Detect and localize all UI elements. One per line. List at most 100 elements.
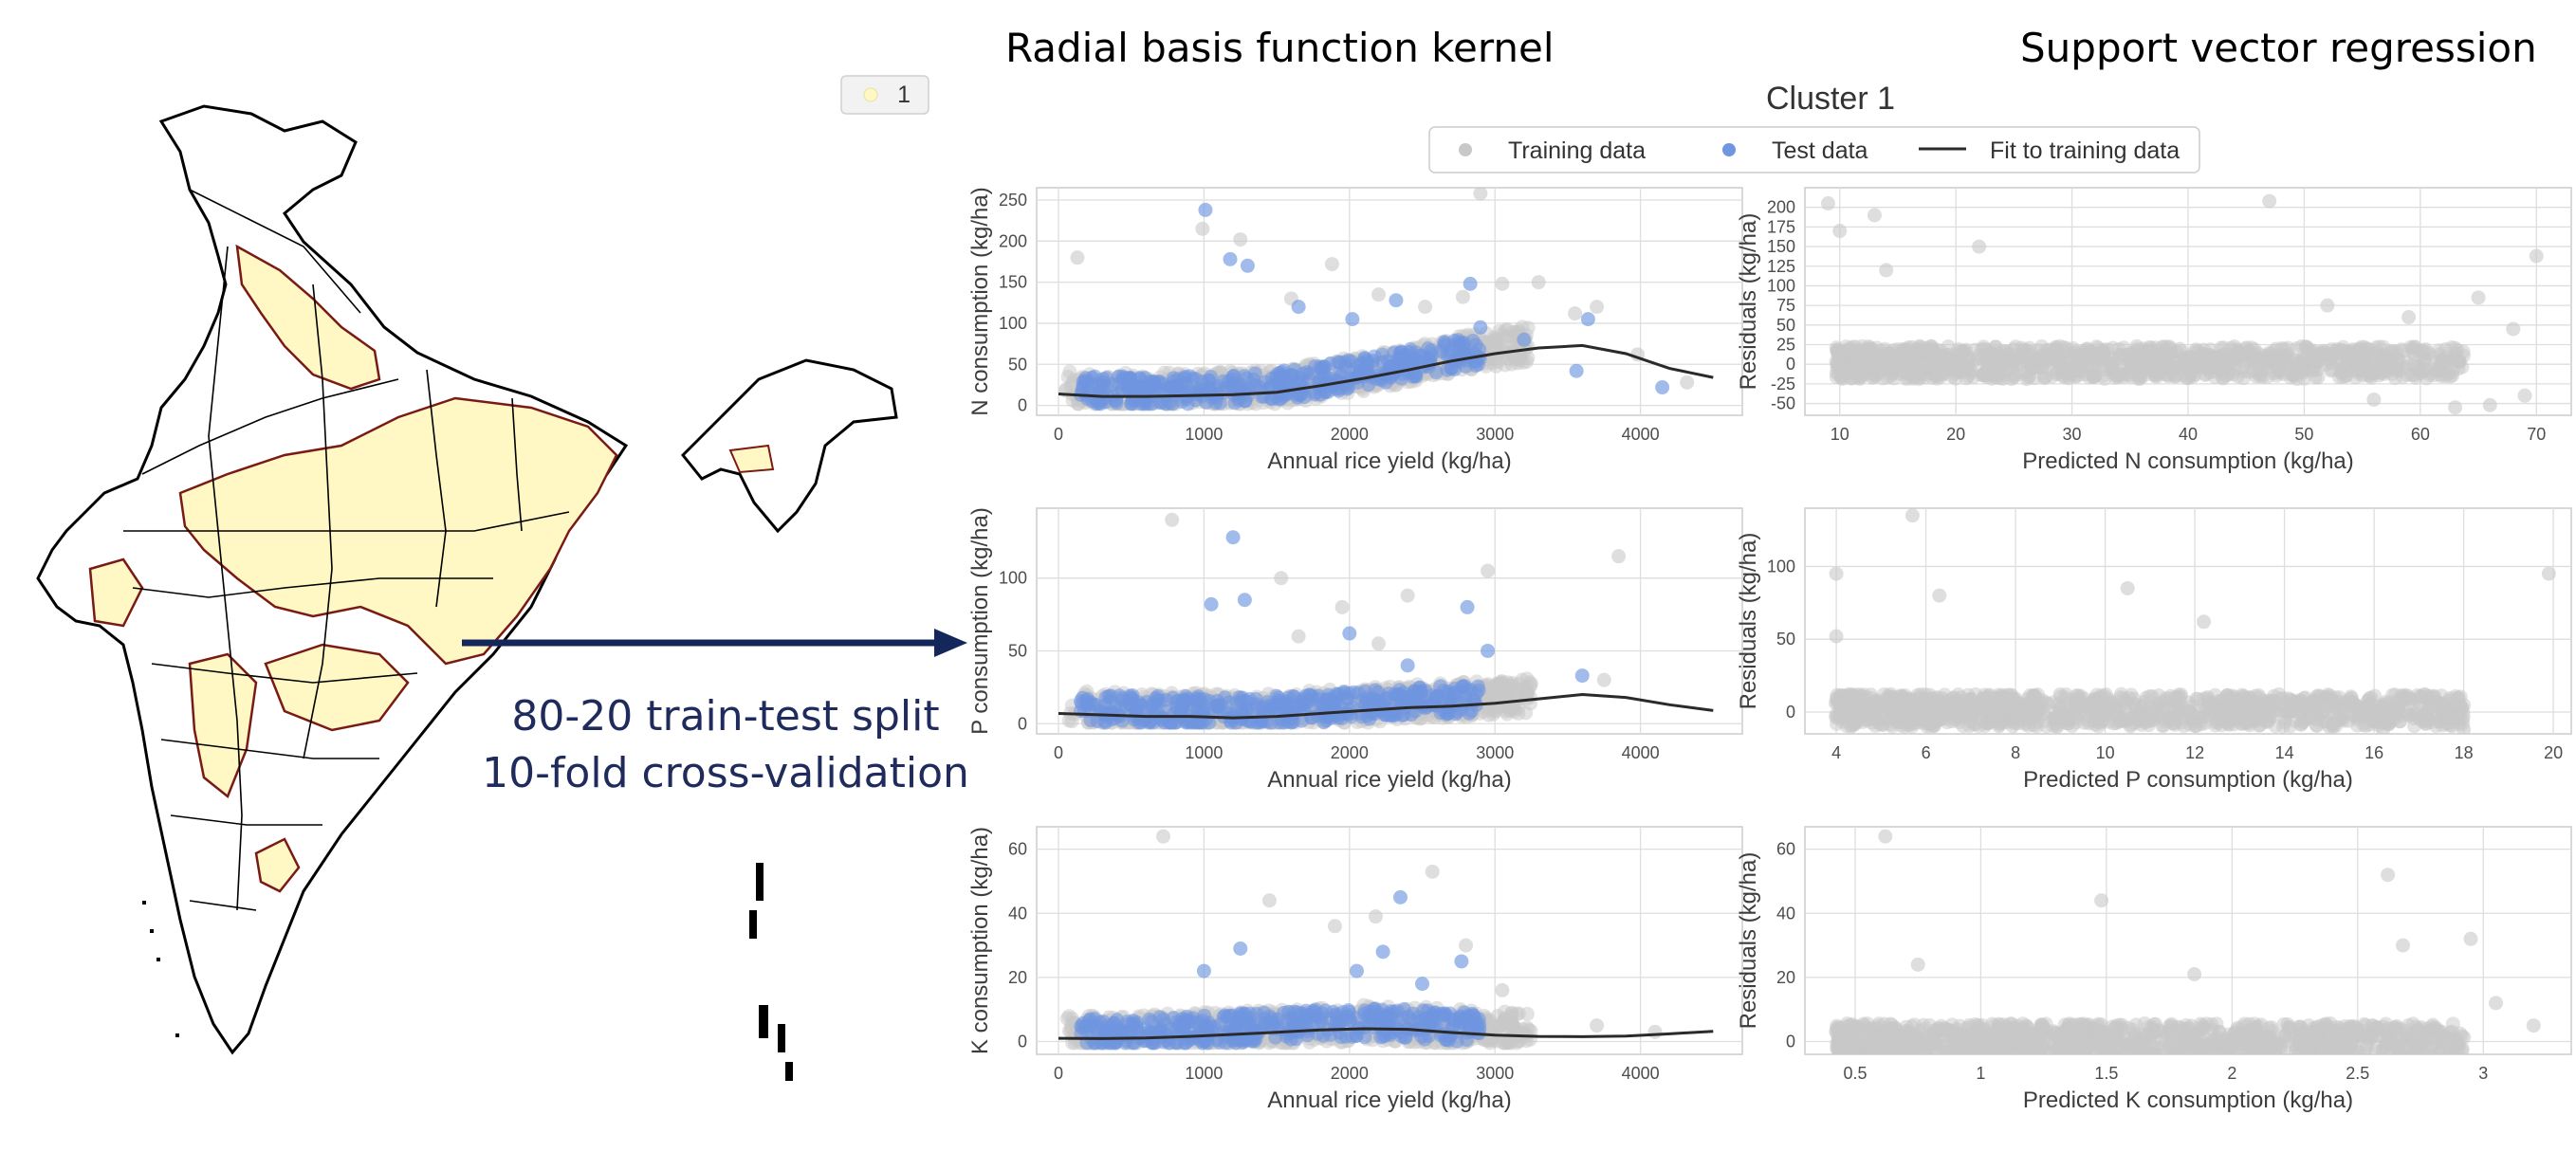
x-tick-label: 60 <box>2411 425 2430 444</box>
training-point <box>2423 715 2438 730</box>
map-highlight-west <box>88 558 144 628</box>
map-legend: 1 <box>840 75 929 115</box>
training-point <box>1611 549 1627 564</box>
marks <box>1820 193 2544 415</box>
x-tick-label: 10 <box>1831 425 1849 444</box>
training-point <box>2201 359 2217 375</box>
training-point <box>1499 322 1514 338</box>
test-point <box>1249 697 1264 712</box>
x-tick-label: 40 <box>2179 425 2198 444</box>
training-point <box>2109 365 2125 380</box>
test-point <box>1231 381 1246 396</box>
test-point <box>1223 251 1238 266</box>
training-point <box>2338 347 2353 362</box>
training-point <box>1324 257 1339 272</box>
legend-training-marker <box>1459 143 1472 156</box>
training-point <box>1879 263 1894 278</box>
x-tick-label: 0 <box>1054 743 1063 762</box>
training-point <box>2237 348 2253 363</box>
y-tick-label: 150 <box>999 273 1027 292</box>
training-point <box>2252 690 2267 705</box>
training-point <box>1986 696 2001 711</box>
training-point <box>2162 339 2177 355</box>
x-tick-label: 3000 <box>1476 1064 1514 1083</box>
test-point <box>1231 393 1246 408</box>
training-point <box>2455 700 2470 715</box>
test-point <box>1106 376 1121 392</box>
training-point <box>1829 691 1844 706</box>
training-point <box>1844 719 1859 734</box>
training-point <box>2108 354 2124 369</box>
y-axis-label: P consumption (kg/ha) <box>967 507 993 735</box>
island <box>759 1005 768 1038</box>
x-axis-label: Predicted P consumption (kg/ha) <box>2023 767 2353 793</box>
test-point <box>1285 714 1300 729</box>
legend-frame <box>1428 126 2200 174</box>
island <box>785 1062 793 1081</box>
training-point <box>2009 711 2024 726</box>
training-point <box>1953 701 1968 716</box>
panel-n_res: 10 20 30 40 50 60 70-50-2502550751001251501752… <box>1736 187 2572 474</box>
x-tick-label: 12 <box>2185 743 2204 762</box>
test-point <box>1315 697 1330 712</box>
test-point <box>1116 370 1132 385</box>
training-point <box>2297 362 2312 377</box>
test-point <box>1406 692 1421 707</box>
test-point <box>1460 599 1475 614</box>
training-point <box>1976 368 1991 383</box>
test-point <box>1433 697 1448 712</box>
training-point <box>2281 340 2296 356</box>
test-point <box>1400 658 1415 673</box>
test-point <box>1204 370 1219 385</box>
training-point <box>1963 356 1978 372</box>
training-point <box>2098 687 2113 703</box>
x-tick-label: 30 <box>2063 425 2082 444</box>
training-point <box>2048 705 2063 721</box>
training-point <box>1893 688 1908 704</box>
x-tick-label: 1000 <box>1185 425 1223 444</box>
training-point <box>2394 688 2409 704</box>
marks <box>1058 188 1714 411</box>
test-point <box>1655 380 1670 395</box>
training-point <box>2298 339 2313 355</box>
test-point <box>1333 365 1348 380</box>
island <box>142 901 146 905</box>
test-point <box>1569 363 1584 378</box>
training-point <box>2293 717 2309 732</box>
test-point <box>1204 596 1219 612</box>
training-point <box>1064 714 1079 729</box>
test-point <box>1208 395 1224 411</box>
training-point <box>1914 343 1929 358</box>
training-point <box>1418 300 1433 315</box>
training-point <box>2188 719 2203 734</box>
district-line <box>303 283 333 759</box>
training-point <box>1931 353 1946 368</box>
island <box>150 929 154 933</box>
test-point <box>1361 377 1376 393</box>
training-point <box>1893 718 1908 733</box>
test-point <box>1203 381 1218 396</box>
y-axis-label: K consumption (kg/ha) <box>967 827 993 1054</box>
test-point <box>1450 333 1465 348</box>
test-point <box>1196 704 1211 719</box>
district-line <box>189 189 361 314</box>
x-tick-label: 4000 <box>1622 425 1660 444</box>
test-point <box>1307 358 1322 374</box>
district-line <box>132 577 493 598</box>
test-point <box>1162 381 1177 396</box>
training-point <box>2456 722 2472 734</box>
y-tick-label: 175 <box>1767 217 1795 236</box>
training-point <box>1912 359 1927 375</box>
y-tick-label: 50 <box>1776 630 1795 649</box>
test-point <box>1574 668 1590 684</box>
training-point <box>2448 400 2463 415</box>
training-point <box>2280 705 2295 721</box>
test-point <box>1189 693 1205 708</box>
x-tick-label: 20 <box>1946 425 1965 444</box>
training-point <box>1233 232 1248 247</box>
training-point <box>2383 345 2398 360</box>
y-tick-label: 200 <box>999 231 1027 250</box>
training-point <box>2199 703 2214 718</box>
training-point <box>1531 275 1546 290</box>
